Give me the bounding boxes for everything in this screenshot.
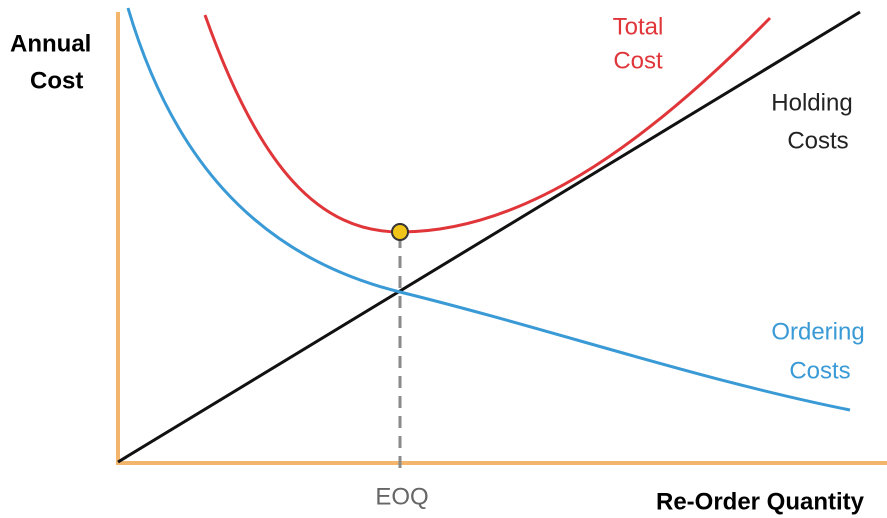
eoq-point xyxy=(391,223,409,241)
curve-label: Ordering xyxy=(771,318,864,345)
curve-label: Costs xyxy=(787,127,848,154)
curve-label: Holding xyxy=(771,89,852,116)
curve-label: Cost xyxy=(613,47,663,74)
total-cost-curve xyxy=(203,14,772,234)
y-axis-label: Cost xyxy=(30,67,83,94)
eoq-label: EOQ xyxy=(375,483,428,510)
holding-cost-line xyxy=(117,10,861,464)
curve-label: Costs xyxy=(789,357,850,384)
ordering-cost-curve xyxy=(126,7,851,412)
x-axis-label: Re-Order Quantity xyxy=(656,488,865,515)
curve-label: Total xyxy=(613,13,664,40)
y-axis-label: Annual xyxy=(10,30,91,57)
